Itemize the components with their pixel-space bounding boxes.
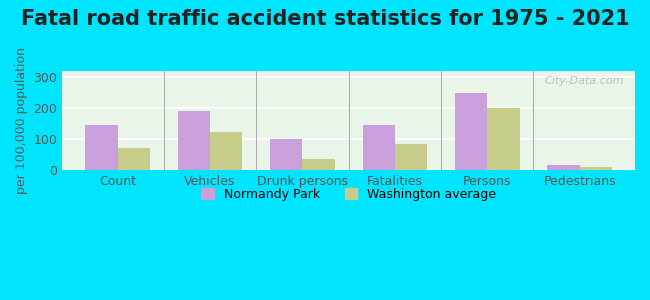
- Bar: [302, 159, 335, 170]
- Bar: [455, 93, 488, 170]
- Bar: [177, 111, 210, 170]
- Bar: [363, 125, 395, 170]
- Bar: [210, 132, 242, 170]
- Text: City-Data.com: City-Data.com: [544, 76, 623, 86]
- Bar: [547, 165, 580, 170]
- Bar: [118, 148, 150, 170]
- Bar: [85, 125, 118, 170]
- Bar: [395, 144, 427, 170]
- Bar: [488, 108, 519, 170]
- Y-axis label: per 100,000 population: per 100,000 population: [15, 47, 28, 194]
- Bar: [270, 139, 302, 170]
- Bar: [580, 167, 612, 170]
- Legend: Normandy Park, Washington average: Normandy Park, Washington average: [196, 183, 501, 206]
- Text: Fatal road traffic accident statistics for 1975 - 2021: Fatal road traffic accident statistics f…: [21, 9, 629, 29]
